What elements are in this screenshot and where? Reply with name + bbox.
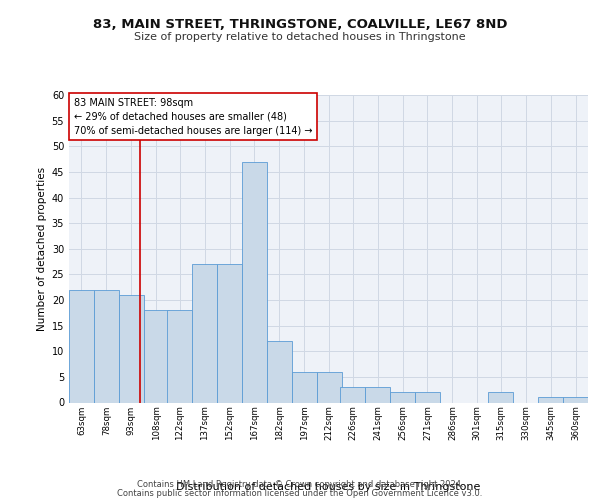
Bar: [94, 290, 119, 403]
Bar: [317, 372, 342, 402]
Bar: [217, 264, 242, 402]
Bar: [119, 295, 144, 403]
Bar: [167, 310, 192, 402]
Bar: [340, 387, 365, 402]
Bar: [69, 290, 94, 403]
Text: Size of property relative to detached houses in Thringstone: Size of property relative to detached ho…: [134, 32, 466, 42]
Bar: [292, 372, 317, 402]
Bar: [390, 392, 415, 402]
Text: 83, MAIN STREET, THRINGSTONE, COALVILLE, LE67 8ND: 83, MAIN STREET, THRINGSTONE, COALVILLE,…: [93, 18, 507, 30]
Bar: [242, 162, 267, 402]
Y-axis label: Number of detached properties: Number of detached properties: [37, 166, 47, 331]
X-axis label: Distribution of detached houses by size in Thringstone: Distribution of detached houses by size …: [176, 482, 481, 492]
Text: Contains public sector information licensed under the Open Government Licence v3: Contains public sector information licen…: [118, 490, 482, 498]
Bar: [415, 392, 440, 402]
Bar: [563, 398, 588, 402]
Text: Contains HM Land Registry data © Crown copyright and database right 2024.: Contains HM Land Registry data © Crown c…: [137, 480, 463, 489]
Bar: [267, 341, 292, 402]
Bar: [144, 310, 169, 402]
Bar: [365, 387, 390, 402]
Bar: [538, 398, 563, 402]
Text: 83 MAIN STREET: 98sqm
← 29% of detached houses are smaller (48)
70% of semi-deta: 83 MAIN STREET: 98sqm ← 29% of detached …: [74, 98, 313, 136]
Bar: [192, 264, 217, 402]
Bar: [488, 392, 513, 402]
